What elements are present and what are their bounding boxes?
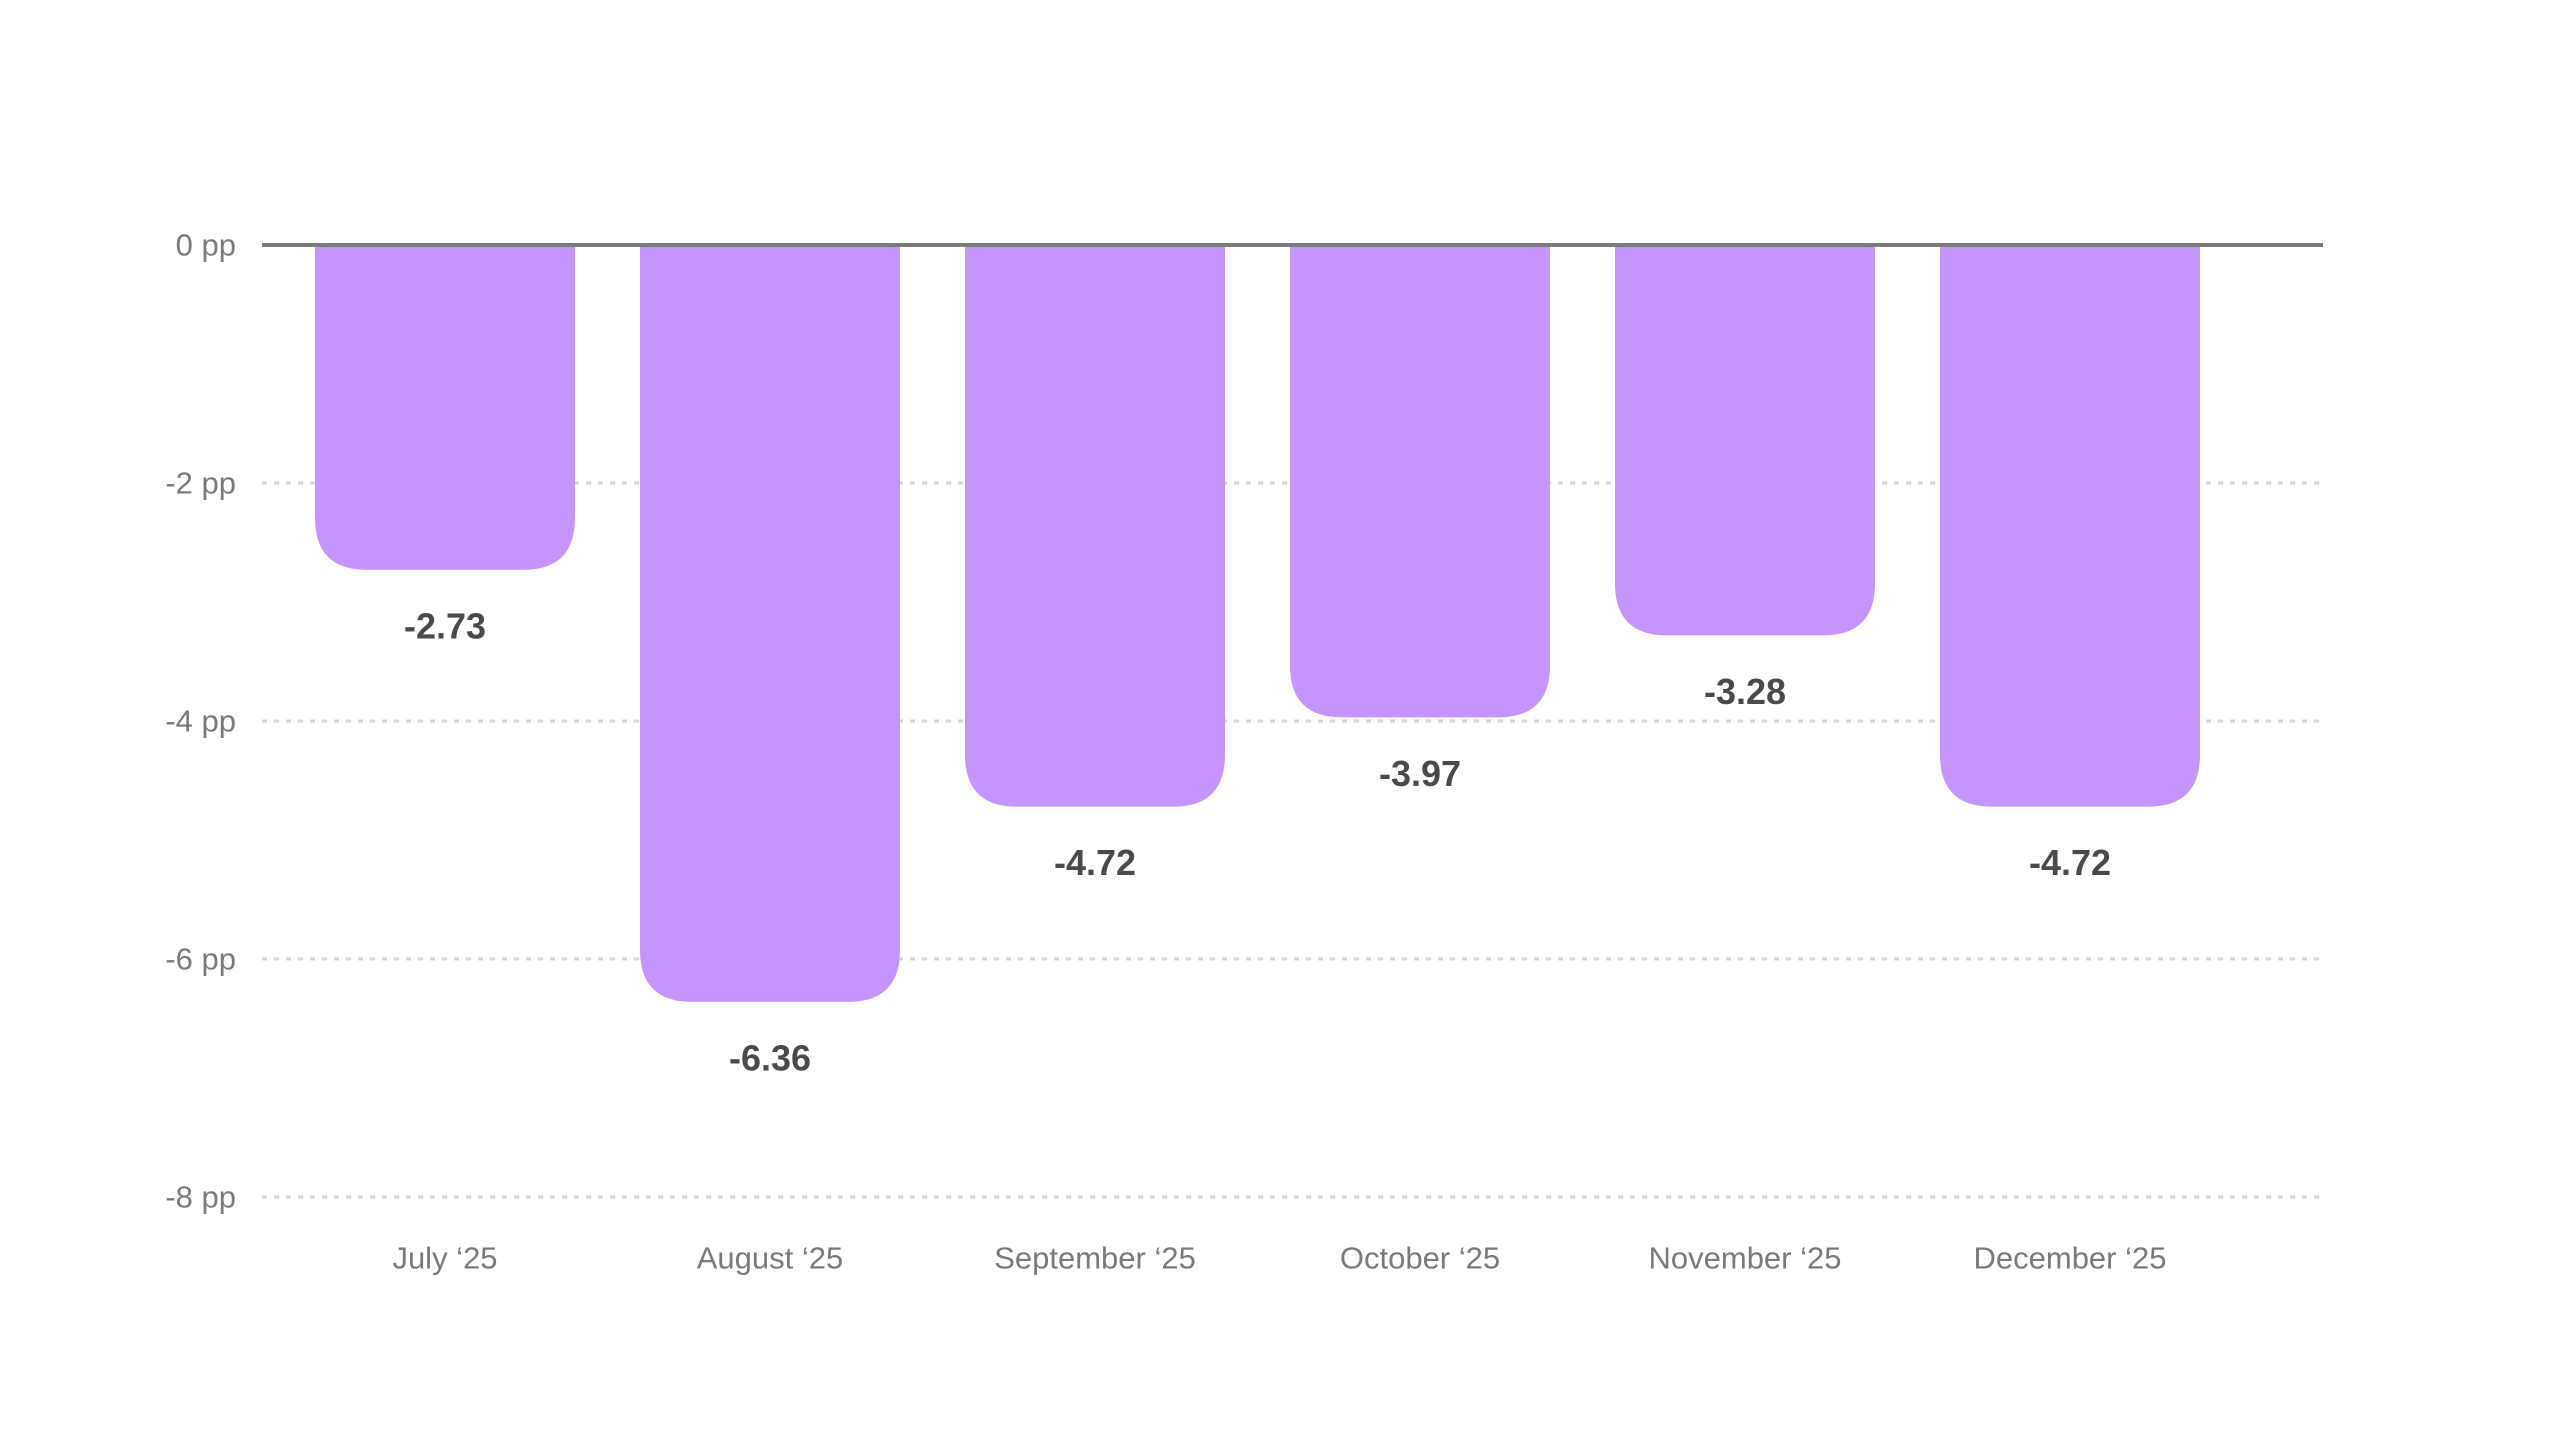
y-tick-label: -4 pp [165, 704, 236, 739]
y-tick-label: 0 pp [176, 228, 236, 263]
data-label: -6.36 [729, 1037, 811, 1078]
x-tick-label: September ‘25 [994, 1241, 1196, 1276]
labels-layer: 0 pp -2 pp -4 pp -6 pp -8 pp -2.73 July ‘25 -6.… [165, 228, 2166, 1276]
bar [1290, 245, 1550, 718]
bar [640, 245, 900, 1002]
data-label: -3.28 [1704, 671, 1786, 712]
y-tick-label: -6 pp [165, 942, 236, 977]
y-tick-label: -2 pp [165, 466, 236, 501]
x-tick-label: August ‘25 [697, 1241, 844, 1276]
bar [315, 245, 575, 570]
y-tick-label: -8 pp [165, 1180, 236, 1215]
data-label: -3.97 [1379, 753, 1461, 794]
bars-layer [315, 245, 2200, 1002]
data-label: -4.72 [1054, 842, 1136, 883]
bar [1615, 245, 1875, 636]
x-tick-label: December ‘25 [1974, 1241, 2167, 1276]
data-label: -2.73 [404, 605, 486, 646]
bar [965, 245, 1225, 807]
bar [1940, 245, 2200, 807]
x-tick-label: October ‘25 [1340, 1241, 1500, 1276]
x-tick-label: November ‘25 [1649, 1241, 1842, 1276]
data-label: -4.72 [2029, 842, 2111, 883]
x-tick-label: July ‘25 [392, 1241, 497, 1276]
